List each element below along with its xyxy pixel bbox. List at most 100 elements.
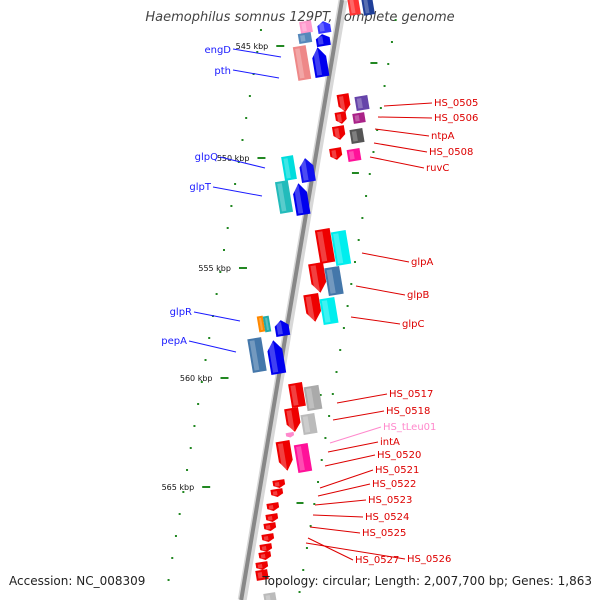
feature-bottom-a	[255, 569, 269, 581]
feature-top-b-shine	[363, 0, 370, 14]
scale-label: 555 kbp	[198, 264, 231, 273]
label-HS_0522-leader	[317, 483, 371, 497]
feature-small-4-shape	[265, 513, 279, 522]
feature-small-6	[261, 533, 275, 542]
feature-ntpA-b-shape	[349, 128, 365, 144]
feature-HS_0508-b-shape	[346, 148, 362, 162]
scale-label: 550 kbp	[217, 154, 250, 163]
feature-left-4	[315, 34, 331, 48]
feature-HS_0518-b-shape	[300, 412, 318, 436]
feature-glpQ-b	[299, 158, 316, 183]
label-glpB-leader	[355, 285, 406, 296]
label-glpC-leader	[350, 316, 401, 325]
label-glpT: glpT	[189, 182, 211, 193]
feature-HS_0505-a	[336, 93, 351, 112]
feature-HS_0518-a	[284, 407, 301, 432]
feature-glpC-b-shape	[319, 296, 339, 326]
feature-left-1	[299, 20, 313, 34]
feature-HS_0505-b	[354, 95, 370, 111]
feature-glpR-a-shape	[256, 315, 266, 333]
feature-glpR-c-shine	[276, 322, 283, 335]
feature-HS_0506-a-shine	[336, 113, 343, 123]
label-HS_0522: HS_0522	[372, 479, 416, 490]
feature-pth-b-shine	[312, 49, 323, 76]
feature-HS_0517-a-shape	[288, 382, 306, 408]
feature-HS_0508-a-shine	[331, 150, 337, 159]
feature-HS_0508-a-shape	[329, 147, 343, 160]
feature-pth-a-shape	[292, 45, 312, 81]
scale-label: 545 kbp	[236, 42, 269, 51]
label-HS_0508: HS_0508	[429, 147, 473, 158]
feature-HS_0506-b	[352, 112, 366, 124]
feature-glpC-a-shape	[303, 292, 322, 322]
feature-glpB-b-shape	[324, 265, 344, 297]
feature-HS_0505-b-shine	[356, 98, 363, 109]
feature-glpR-b-shape	[262, 315, 272, 333]
feature-HS_0506-a	[334, 111, 347, 124]
feature-HS_tLeu01-shape	[285, 431, 295, 438]
feature-pth-a	[292, 45, 312, 81]
feature-ntpA-a-shape	[331, 125, 346, 140]
label-HS_0518: HS_0518	[386, 406, 430, 417]
label-HS_0517: HS_0517	[389, 389, 433, 400]
feature-intA-a-shape	[275, 440, 293, 471]
feature-top-a-shape	[347, 0, 361, 16]
feature-small-4-shine	[267, 515, 273, 521]
label-glpC: glpC	[402, 319, 424, 330]
feature-HS_0505-a-shine	[338, 96, 346, 111]
feature-left-2	[317, 21, 332, 34]
feature-pth-a-shine	[295, 48, 305, 79]
feature-glpR-b	[262, 315, 272, 333]
feature-bottom-b	[263, 592, 277, 600]
feature-small-3-shine	[268, 504, 274, 510]
feature-glpA-a-shine	[317, 231, 328, 262]
label-pepA-leader	[188, 340, 237, 353]
feature-glpT-a	[274, 180, 294, 214]
label-glpQ-leader	[219, 156, 266, 169]
feature-top-b-shape	[361, 0, 375, 16]
feature-glpC-b-shine	[321, 300, 331, 323]
feature-glpB-a	[308, 261, 327, 293]
feature-pepA-b-shape	[267, 340, 287, 376]
feature-intA-b	[293, 443, 313, 473]
feature-pepA-a	[247, 337, 267, 373]
feature-glpB-b	[324, 265, 344, 297]
feature-pepA-a-shape	[247, 337, 267, 373]
feature-left-4-shape	[315, 34, 331, 48]
feature-intA-a-shine	[277, 443, 288, 470]
feature-glpR-c	[274, 320, 291, 338]
feature-small-3	[266, 502, 280, 511]
label-HS_0523: HS_0523	[368, 495, 412, 506]
feature-pth-b	[312, 47, 330, 78]
label-ruvC-leader	[369, 156, 425, 169]
label-HS_0508-leader	[373, 142, 428, 153]
feature-small-6-shine	[263, 535, 269, 541]
feature-small-2-shape	[270, 488, 284, 497]
feature-glpB-a-shape	[308, 261, 327, 293]
feature-left-1-shape	[299, 20, 313, 34]
feature-glpA-b-shape	[330, 229, 352, 267]
feature-glpT-b-shape	[293, 183, 311, 216]
feature-bottom-b-shape	[263, 592, 277, 600]
feature-glpC-a-shine	[305, 296, 315, 321]
label-HS_0506-leader	[377, 116, 433, 119]
feature-small-4	[265, 513, 279, 522]
feature-top-a	[347, 0, 361, 16]
label-HS_0518-leader	[332, 410, 385, 421]
backbone	[239, 0, 344, 600]
label-HS_0505: HS_0505	[434, 98, 478, 109]
feature-HS_0517-a-shine	[290, 385, 299, 406]
feature-top-b	[361, 0, 375, 16]
label-HS_0505-leader	[383, 102, 433, 107]
label-glpA: glpA	[411, 257, 433, 268]
scale-label: 560 kbp	[180, 374, 213, 383]
label-HS_0517-leader	[336, 393, 388, 404]
label-intA: intA	[380, 437, 400, 448]
feature-HS_0506-a-shape	[334, 111, 347, 124]
label-glpA-leader	[361, 252, 410, 263]
scale-label: 565 kbp	[162, 483, 195, 492]
feature-glpT-b-shine	[293, 185, 304, 214]
feature-small-7	[259, 543, 273, 552]
label-glpR-leader	[193, 311, 241, 322]
